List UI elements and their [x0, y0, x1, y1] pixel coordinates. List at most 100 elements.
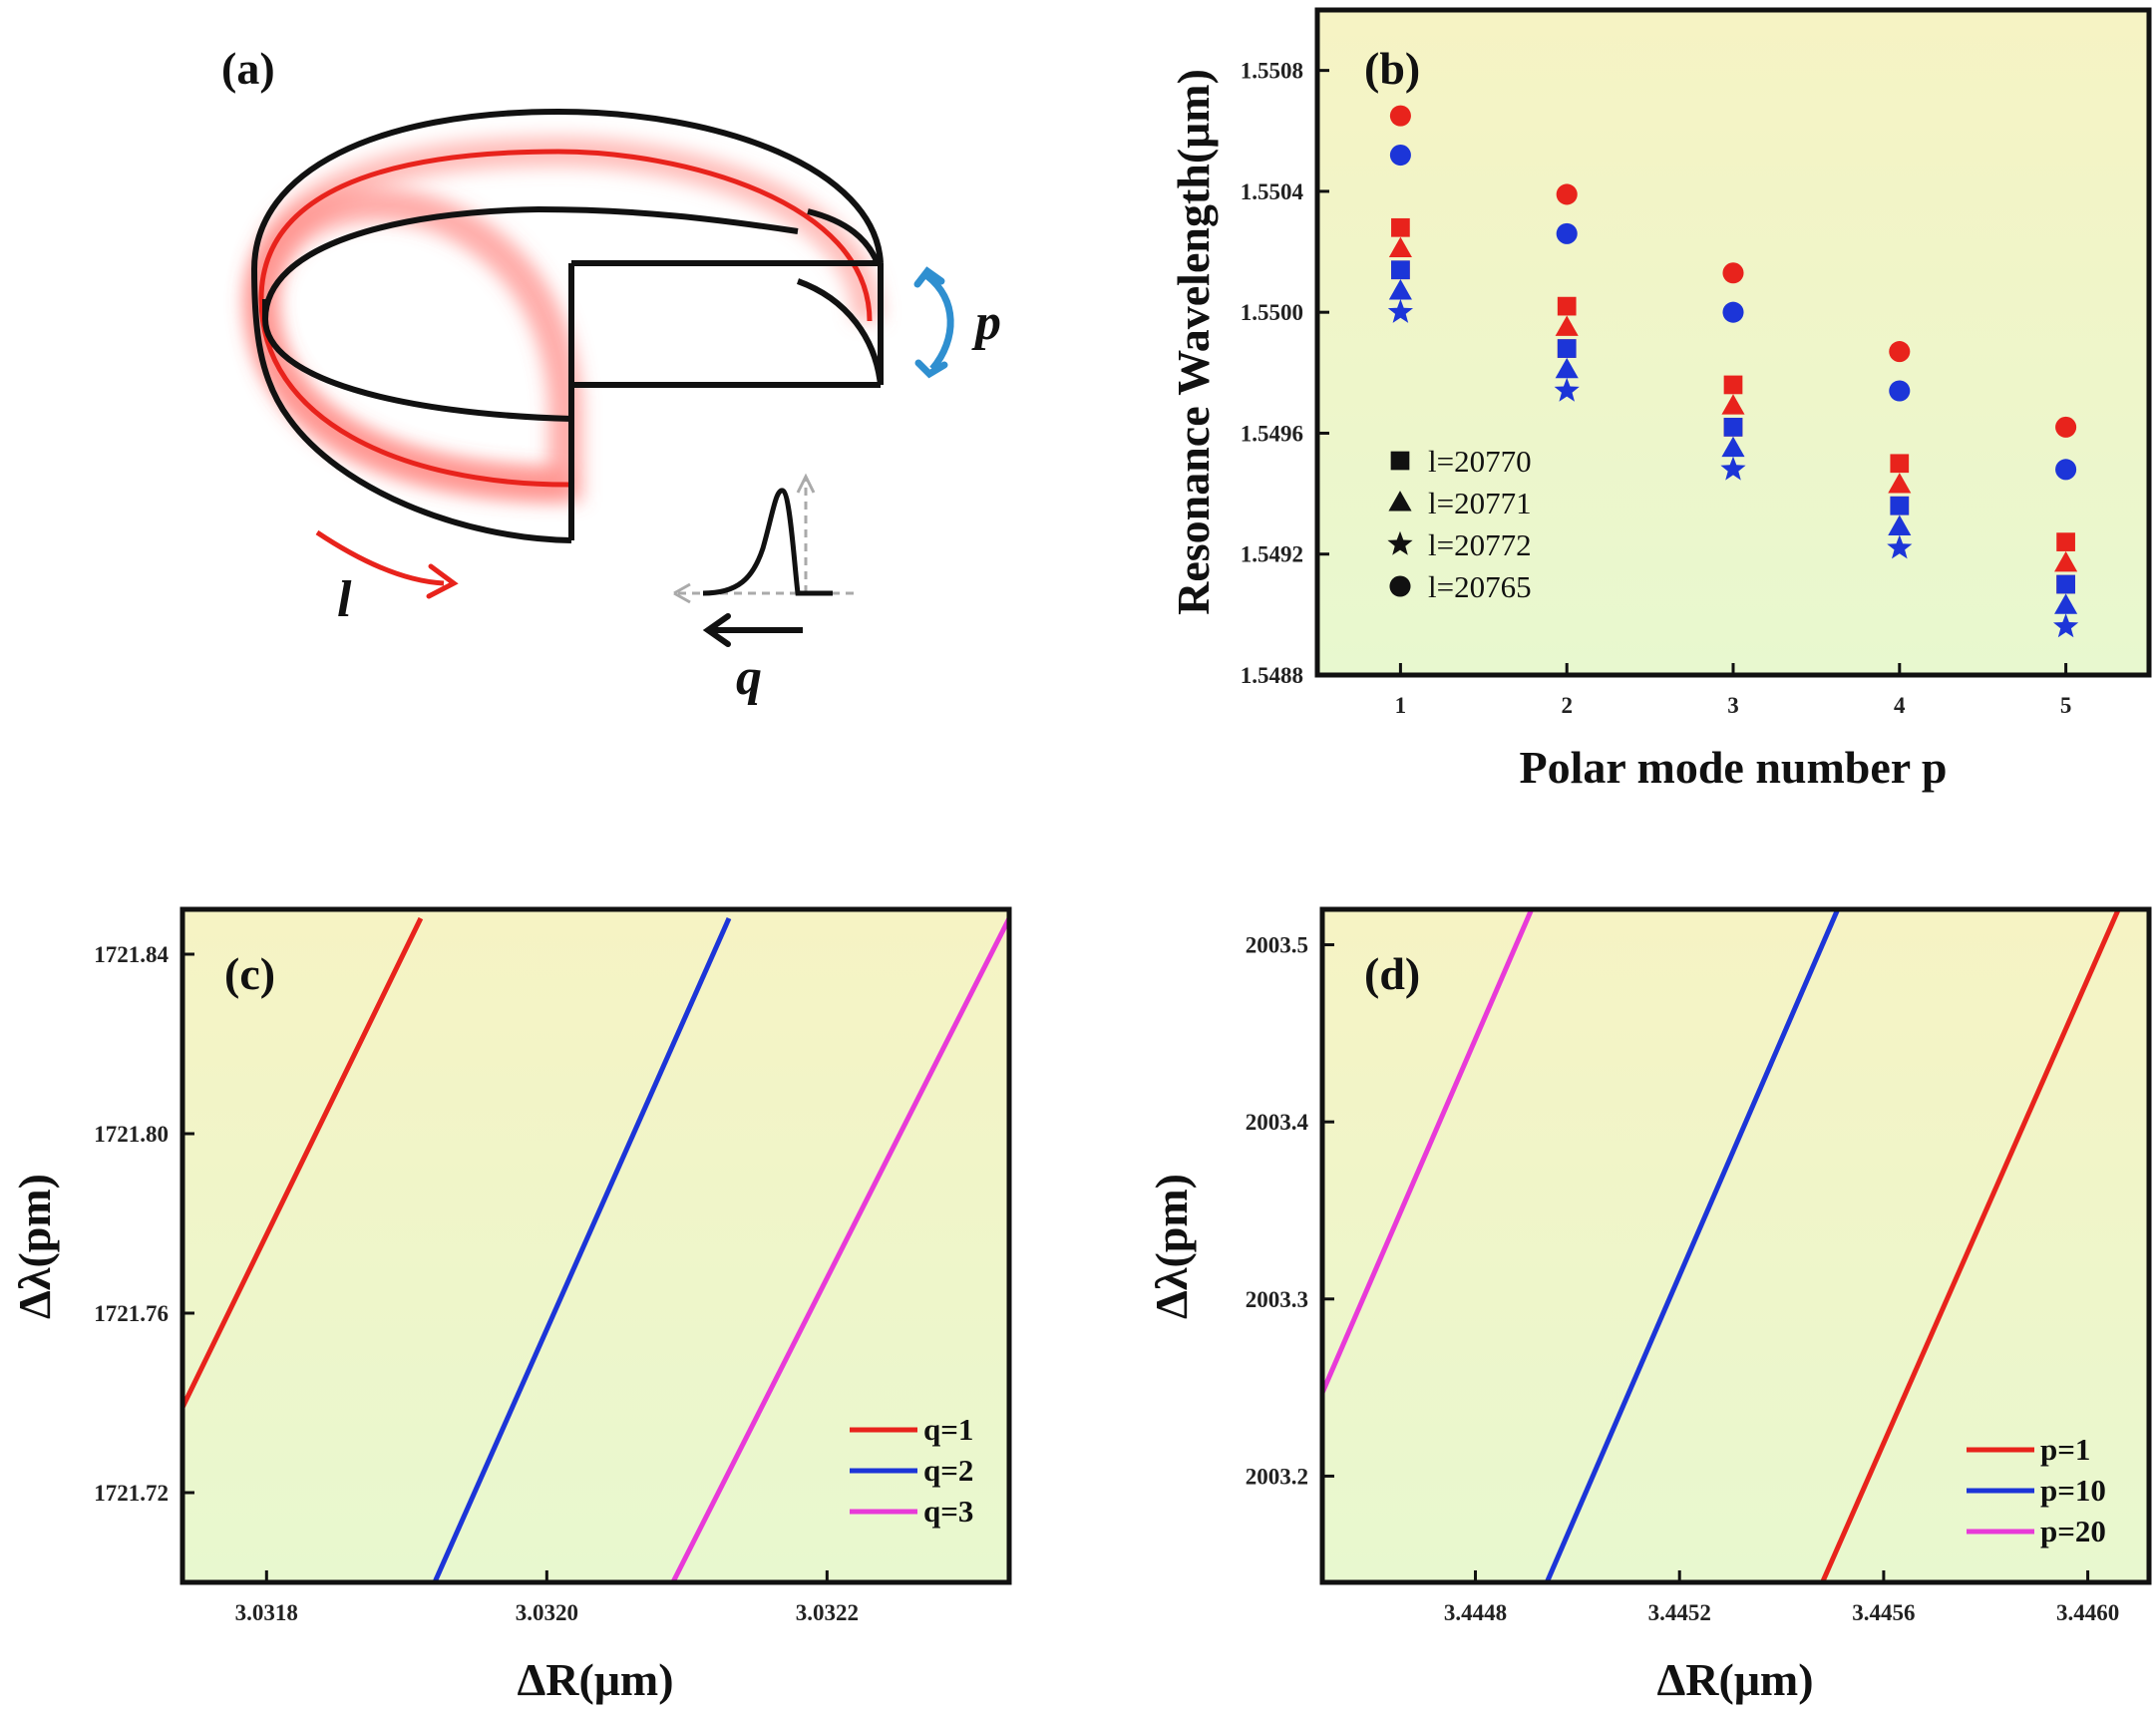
- plot-area-d: [1322, 909, 2149, 1582]
- data-point: [1722, 301, 1744, 323]
- x-axis-label-d: ΔR(μm): [1656, 1654, 1813, 1705]
- y-tick-label: 1721.76: [94, 1301, 169, 1326]
- legend-label: l=20770: [1428, 444, 1532, 479]
- legend-marker: [1388, 491, 1412, 512]
- y-tick-label: 1.5508: [1241, 59, 1303, 84]
- legend-label: p=10: [2040, 1473, 2106, 1508]
- y-tick-label: 2003.3: [1246, 1287, 1308, 1312]
- panel-d-label: (d): [1364, 948, 1420, 999]
- y-tick-label: 1721.84: [94, 942, 169, 967]
- data-point: [1888, 473, 1912, 494]
- legend-label: q=3: [923, 1494, 973, 1529]
- y-tick-label: 1.5496: [1241, 421, 1303, 446]
- l-symbol: l: [337, 571, 352, 628]
- x-tick-label: 3.4456: [1852, 1600, 1915, 1625]
- legend-c: q=1 q=2 q=3: [850, 1412, 973, 1529]
- plot-frame-c: [180, 906, 1012, 1585]
- l-arrow: [315, 529, 459, 599]
- legend-label: l=20772: [1428, 527, 1532, 562]
- data-point: [2055, 416, 2077, 438]
- legend-label: q=2: [923, 1453, 973, 1488]
- legend-marker: [1390, 451, 1410, 471]
- plot-area-c: [182, 909, 1009, 1582]
- data-point: [1391, 217, 1410, 237]
- data-point: [1720, 456, 1746, 481]
- x-tick-label: 3.0320: [516, 1600, 578, 1625]
- panel-c: q=1 q=2 q=3 3.0318 3.0320 3.0322 1721.72 1721.…: [9, 906, 1012, 1705]
- y-tick-label: 1.5500: [1241, 300, 1303, 325]
- data-point: [1556, 183, 1578, 205]
- data-point: [1557, 339, 1577, 358]
- legend-marker: [1387, 530, 1413, 555]
- legend-d: p=1 p=10 p=20: [1967, 1432, 2106, 1548]
- y-tick-label: 1721.72: [94, 1481, 169, 1506]
- y-tick-label: 1.5492: [1241, 542, 1303, 567]
- data-point: [1388, 279, 1412, 300]
- y-tick-label: 2003.2: [1246, 1464, 1308, 1489]
- scatter-points-b: [1387, 105, 2079, 638]
- q-arrow: [702, 613, 803, 647]
- axis-ticks-b: 1 2 3 4 5 1.5488 1.5492 1.5496 1.5500 1.5504 1.550…: [1241, 59, 2072, 718]
- y-tick-label: 1.5504: [1241, 179, 1304, 204]
- y-tick-label: 2003.5: [1246, 933, 1308, 958]
- legend-b: l=20770 l=20771 l=20772 l=20765: [1387, 444, 1532, 604]
- data-point: [1723, 418, 1743, 437]
- data-point: [1387, 298, 1413, 323]
- y-tick-label: 2003.4: [1246, 1110, 1309, 1135]
- data-point: [1887, 534, 1913, 559]
- y-axis-label-d: Δλ(pm): [1146, 1174, 1197, 1319]
- x-tick-label: 3.0322: [796, 1600, 859, 1625]
- x-tick-label: 4: [1894, 693, 1906, 718]
- data-point: [2054, 593, 2078, 614]
- x-tick-label: 3.4460: [2056, 1600, 2119, 1625]
- data-point: [1723, 375, 1743, 395]
- x-tick-label: 3.4452: [1648, 1600, 1711, 1625]
- legend-marker: [1389, 575, 1411, 597]
- data-point: [1888, 514, 1912, 535]
- data-point: [1557, 296, 1577, 316]
- x-axis-label-b: Polar mode number p: [1520, 742, 1948, 793]
- series-line: [432, 916, 732, 1584]
- axis-ticks-c: 3.0318 3.0320 3.0322 1721.72 1721.76 1721.80 1…: [94, 942, 859, 1625]
- y-tick-label: 1721.80: [94, 1122, 169, 1147]
- x-tick-label: 1: [1395, 693, 1407, 718]
- legend-label: p=20: [2040, 1514, 2106, 1548]
- q-symbol: q: [736, 649, 762, 706]
- data-point: [1889, 341, 1911, 363]
- legend-label: q=1: [923, 1412, 973, 1447]
- data-point: [2054, 550, 2078, 572]
- x-tick-label: 3.0318: [235, 1600, 298, 1625]
- data-point: [1388, 236, 1412, 258]
- series-line: [1319, 908, 1535, 1394]
- p-symbol: p: [971, 294, 1001, 351]
- data-point: [1555, 315, 1579, 336]
- y-tick-label: 1.5488: [1241, 663, 1303, 688]
- data-point: [1554, 377, 1580, 402]
- radial-profile-icon: [673, 473, 858, 604]
- legend-label: p=1: [2040, 1432, 2090, 1467]
- y-axis-label-b: Resonance Wavelength(μm): [1168, 69, 1219, 615]
- x-tick-label: 5: [2060, 693, 2072, 718]
- x-tick-label: 3: [1727, 693, 1739, 718]
- data-point: [1890, 496, 1910, 515]
- microring-outline: [251, 109, 884, 543]
- data-point: [1391, 260, 1410, 280]
- legend-label: l=20765: [1428, 569, 1532, 604]
- data-point: [1889, 380, 1911, 402]
- data-point: [1890, 454, 1910, 474]
- panel-a: (a) l: [221, 43, 1001, 706]
- data-point: [1555, 357, 1579, 379]
- panel-a-label: (a): [221, 43, 275, 94]
- data-point: [1721, 394, 1745, 415]
- legend-label: l=20771: [1428, 486, 1532, 520]
- data-point: [1722, 262, 1744, 284]
- series-line: [1820, 907, 2121, 1584]
- panel-b-label: (b): [1364, 43, 1420, 94]
- data-point: [1389, 144, 1411, 167]
- series-line: [180, 916, 424, 1409]
- plot-area-b: [1317, 10, 2149, 675]
- data-point: [1721, 436, 1745, 458]
- lines-c: [180, 916, 1012, 1584]
- axis-ticks-d: 3.4448 3.4452 3.4456 3.4460 2003.2 2003.3 2003…: [1246, 933, 2119, 1625]
